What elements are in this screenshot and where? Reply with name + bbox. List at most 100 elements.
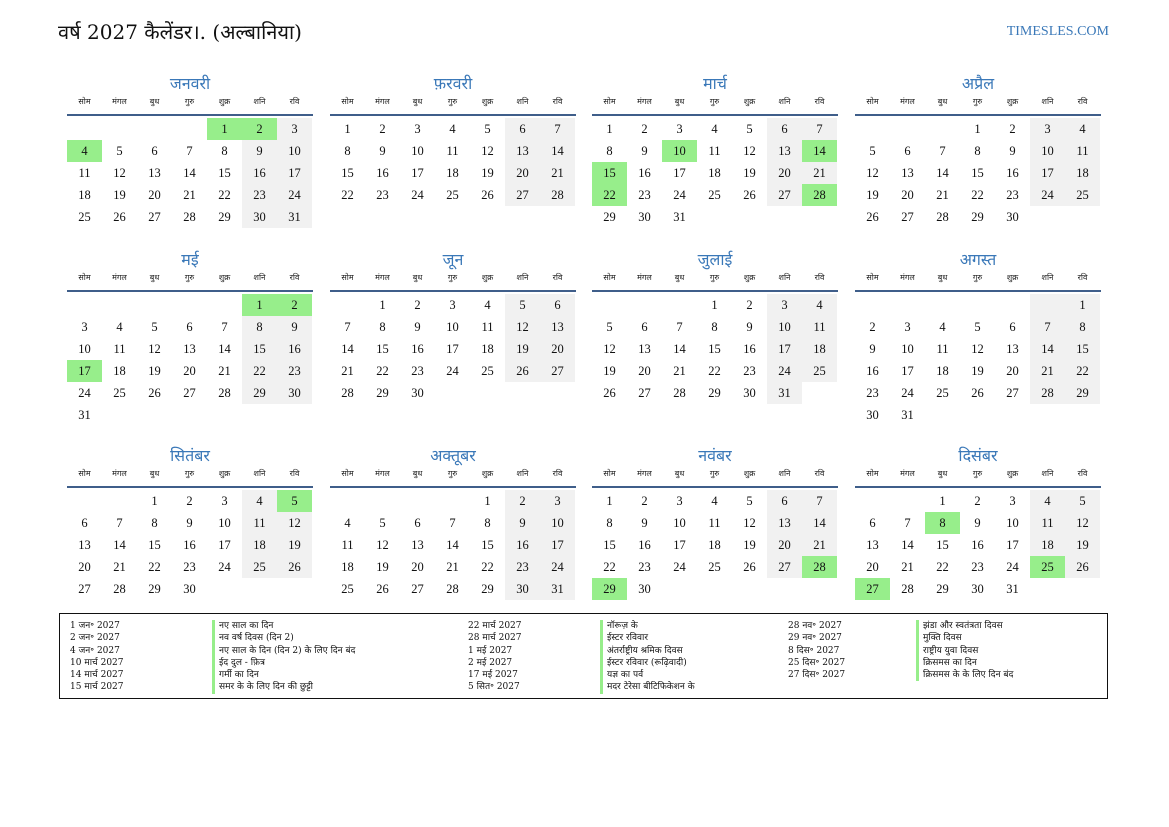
day-cell[interactable]: 2 [505, 490, 540, 512]
day-cell[interactable]: 21 [218, 364, 231, 378]
holiday-day-cell[interactable]: 15 [592, 162, 627, 184]
day-cell[interactable]: 29 [971, 210, 984, 224]
day-cell[interactable]: 9 [186, 516, 193, 530]
day-cell[interactable]: 25 [341, 582, 354, 596]
day-cell[interactable]: 29 [1065, 382, 1100, 404]
day-cell[interactable]: 2 [974, 494, 981, 508]
day-cell[interactable]: 30 [638, 210, 651, 224]
day-cell[interactable]: 9 [505, 512, 540, 534]
day-cell[interactable]: 10 [901, 342, 914, 356]
day-cell[interactable]: 13 [638, 342, 651, 356]
day-cell[interactable]: 22 [708, 364, 721, 378]
day-cell[interactable]: 15 [971, 166, 984, 180]
day-cell[interactable]: 16 [242, 162, 277, 184]
day-cell[interactable]: 30 [971, 582, 984, 596]
holiday-day-cell[interactable]: 25 [1030, 556, 1065, 578]
day-cell[interactable]: 6 [186, 320, 193, 334]
day-cell[interactable]: 10 [78, 342, 91, 356]
day-cell[interactable]: 10 [1006, 516, 1019, 530]
day-cell[interactable]: 25 [708, 560, 721, 574]
day-cell[interactable]: 8 [606, 516, 613, 530]
day-cell[interactable]: 3 [767, 294, 802, 316]
day-cell[interactable]: 28 [1030, 382, 1065, 404]
day-cell[interactable]: 16 [638, 166, 651, 180]
day-cell[interactable]: 11 [936, 342, 949, 356]
day-cell[interactable]: 12 [743, 516, 756, 530]
day-cell[interactable]: 29 [242, 382, 277, 404]
day-cell[interactable]: 17 [1006, 538, 1019, 552]
day-cell[interactable]: 23 [638, 188, 651, 202]
day-cell[interactable]: 17 [1030, 162, 1065, 184]
day-cell[interactable]: 12 [277, 512, 312, 534]
day-cell[interactable]: 3 [449, 298, 456, 312]
day-cell[interactable]: 19 [376, 560, 389, 574]
day-cell[interactable]: 28 [936, 210, 949, 224]
day-cell[interactable]: 13 [78, 538, 91, 552]
holiday-day-cell[interactable]: 17 [67, 360, 102, 382]
holiday-day-cell[interactable]: 1 [207, 118, 242, 140]
day-cell[interactable]: 20 [866, 560, 879, 574]
day-cell[interactable]: 24 [446, 364, 459, 378]
day-cell[interactable]: 5 [869, 144, 876, 158]
day-cell[interactable]: 26 [603, 386, 616, 400]
holiday-day-cell[interactable]: 14 [802, 140, 837, 162]
day-cell[interactable]: 27 [505, 184, 540, 206]
day-cell[interactable]: 18 [113, 364, 126, 378]
day-cell[interactable]: 3 [81, 320, 88, 334]
day-cell[interactable]: 7 [344, 320, 351, 334]
day-cell[interactable]: 22 [603, 560, 616, 574]
day-cell[interactable]: 18 [936, 364, 949, 378]
day-cell[interactable]: 28 [183, 210, 196, 224]
day-cell[interactable]: 27 [901, 210, 914, 224]
day-cell[interactable]: 20 [183, 364, 196, 378]
day-cell[interactable]: 29 [708, 386, 721, 400]
day-cell[interactable]: 13 [540, 316, 575, 338]
day-cell[interactable]: 28 [113, 582, 126, 596]
day-cell[interactable]: 9 [641, 144, 648, 158]
day-cell[interactable]: 26 [148, 386, 161, 400]
day-cell[interactable]: 27 [78, 582, 91, 596]
day-cell[interactable]: 26 [376, 582, 389, 596]
day-cell[interactable]: 16 [411, 342, 424, 356]
day-cell[interactable]: 23 [971, 560, 984, 574]
day-cell[interactable]: 8 [151, 516, 158, 530]
day-cell[interactable]: 23 [411, 364, 424, 378]
day-cell[interactable]: 4 [939, 320, 946, 334]
day-cell[interactable]: 24 [767, 360, 802, 382]
day-cell[interactable]: 8 [974, 144, 981, 158]
day-cell[interactable]: 30 [242, 206, 277, 228]
day-cell[interactable]: 11 [708, 144, 721, 158]
day-cell[interactable]: 22 [376, 364, 389, 378]
holiday-day-cell[interactable]: 10 [662, 140, 697, 162]
day-cell[interactable]: 1 [606, 494, 613, 508]
day-cell[interactable]: 12 [603, 342, 616, 356]
day-cell[interactable]: 1 [1065, 294, 1100, 316]
day-cell[interactable]: 26 [743, 560, 756, 574]
day-cell[interactable]: 1 [379, 298, 386, 312]
day-cell[interactable]: 20 [411, 560, 424, 574]
day-cell[interactable]: 27 [1006, 386, 1019, 400]
day-cell[interactable]: 16 [376, 166, 389, 180]
day-cell[interactable]: 24 [277, 184, 312, 206]
day-cell[interactable]: 17 [673, 166, 686, 180]
day-cell[interactable]: 4 [116, 320, 123, 334]
day-cell[interactable]: 10 [1030, 140, 1065, 162]
day-cell[interactable]: 24 [1006, 560, 1019, 574]
day-cell[interactable]: 20 [1006, 364, 1019, 378]
day-cell[interactable]: 13 [901, 166, 914, 180]
day-cell[interactable]: 30 [638, 582, 651, 596]
day-cell[interactable]: 22 [242, 360, 277, 382]
day-cell[interactable]: 8 [242, 316, 277, 338]
day-cell[interactable]: 16 [866, 364, 879, 378]
day-cell[interactable]: 18 [802, 338, 837, 360]
day-cell[interactable]: 26 [505, 360, 540, 382]
day-cell[interactable]: 16 [638, 538, 651, 552]
day-cell[interactable]: 24 [901, 386, 914, 400]
holiday-day-cell[interactable]: 29 [592, 578, 627, 600]
day-cell[interactable]: 11 [242, 512, 277, 534]
day-cell[interactable]: 19 [971, 364, 984, 378]
day-cell[interactable]: 24 [540, 556, 575, 578]
holiday-day-cell[interactable]: 22 [592, 184, 627, 206]
day-cell[interactable]: 25 [242, 556, 277, 578]
day-cell[interactable]: 14 [183, 166, 196, 180]
